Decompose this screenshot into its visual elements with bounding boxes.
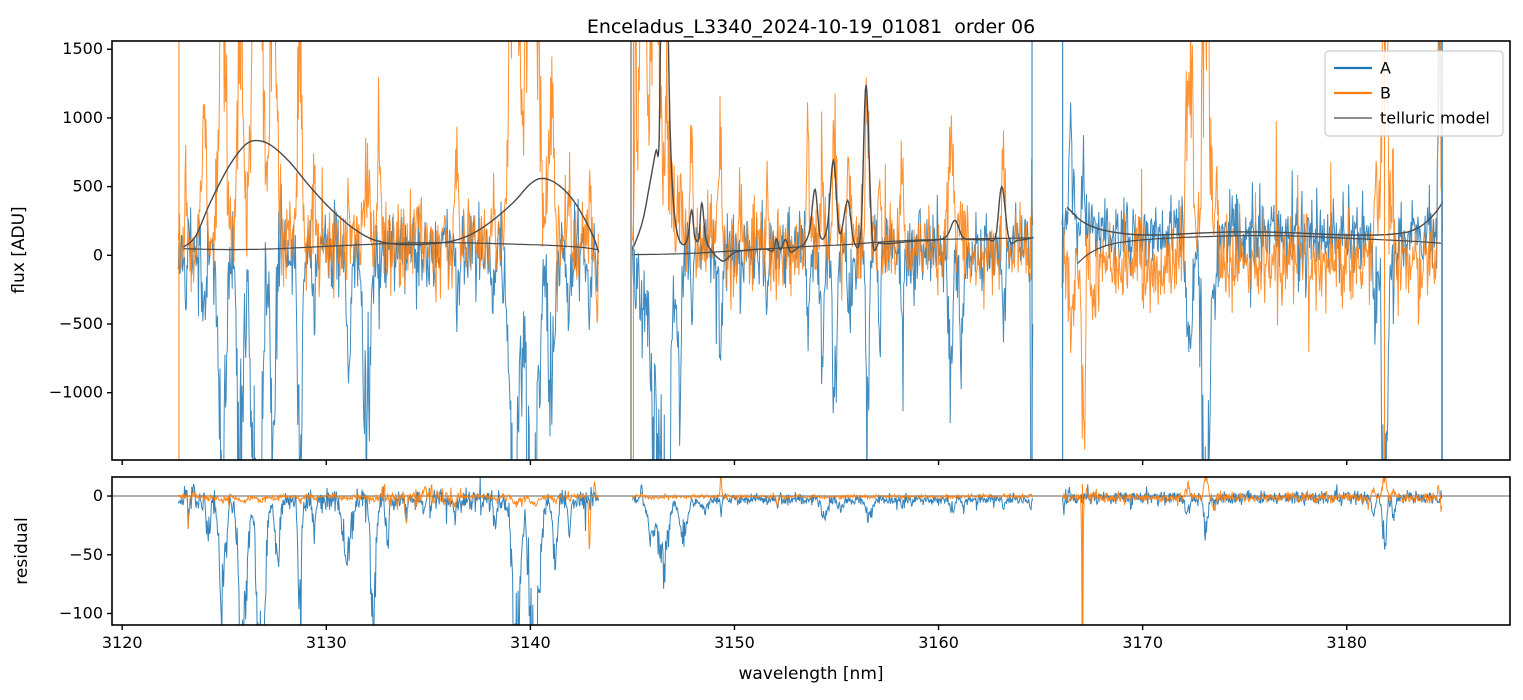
y-axis-label-residual: residual [12,517,32,584]
telluric-model-upper-seg1 [182,139,600,253]
x-tick-label: 3170 [1122,633,1163,652]
y-tick-label-flux: 1000 [62,108,103,127]
y-tick-label-residual: −100 [59,603,103,622]
plot-title: Enceladus_L3340_2024-10-19_01081 order 0… [587,16,1035,38]
y-tick-label-flux: −500 [59,314,103,333]
legend-label-A: A [1380,59,1391,78]
legend-label-B: B [1380,84,1391,103]
x-axis-label: wavelength [nm] [738,664,883,684]
telluric-model-lower-seg2 [632,237,1034,256]
y-tick-label-flux: 0 [93,245,103,264]
y-tick-label-flux: 1500 [62,39,103,58]
y-tick-label-residual: −50 [69,545,103,564]
telluric-model-lower-seg1 [183,242,599,251]
bottom-axes-spines [111,476,1511,626]
x-tick-label: 3140 [510,633,551,652]
y-tick-label-flux: 500 [72,177,103,196]
x-tick-label: 3130 [306,633,347,652]
render-root: 3120 3130 3140 3150 3160 3170 3180 1500 1000 500 0… [49,39,1511,652]
y-axis-label-flux: flux [ADU] [9,206,29,293]
x-tick-label: 3160 [918,633,959,652]
legend-box [1324,50,1504,137]
telluric-model-lower-seg3 [1076,235,1442,265]
telluric-model-upper-seg3 [1066,201,1444,236]
x-tick-label: 3120 [102,633,143,652]
top-axes-spines [111,40,1511,461]
y-tick-label-residual: 0 [93,486,103,505]
legend-label-telluric: telluric model [1380,109,1490,128]
x-tick-label: 3150 [714,633,755,652]
series-B-residual-path [177,477,1443,625]
telluric-model-upper-seg2 [631,41,1034,262]
series-A-flux-path [177,41,1443,460]
y-tick-label-flux: −1000 [49,383,103,402]
series-B-flux-path [177,41,1443,450]
bottom-axes-data [112,477,1510,625]
x-tick-label: 3180 [1326,633,1367,652]
top-axes-data [177,41,1444,460]
ticks: 3120 3130 3140 3150 3160 3170 3180 1500 1000 500 0… [49,39,1367,652]
